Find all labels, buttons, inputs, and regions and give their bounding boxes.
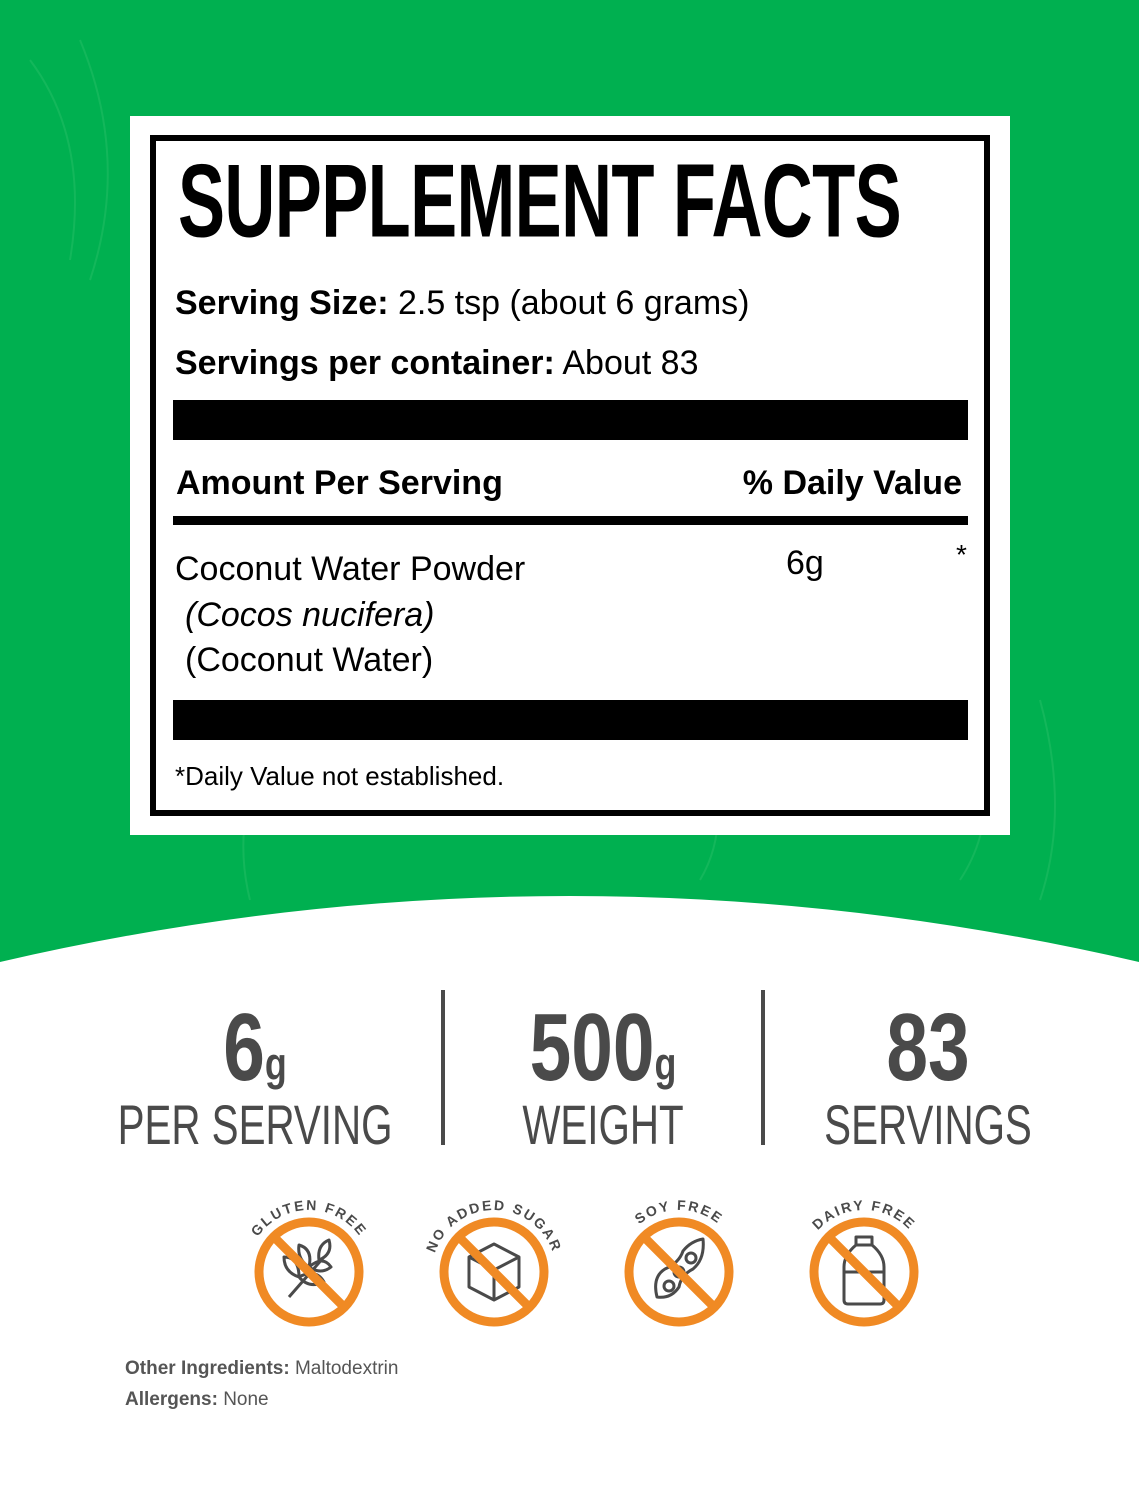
stat-divider [441, 990, 445, 1145]
ingredient-dv: * [956, 539, 967, 570]
badge-label: DAIRY FREE [809, 1197, 919, 1233]
ingredient-name: Coconut Water Powder [175, 550, 526, 588]
prohibited-slash [825, 1233, 903, 1311]
facts-title: SUPPLEMENT FACTS [178, 142, 902, 259]
supplement-facts-panel: SUPPLEMENT FACTS Serving Size: 2.5 tsp (… [130, 116, 1010, 835]
servings-value: About 83 [562, 344, 699, 382]
allergens-value: None [223, 1389, 269, 1410]
divider [173, 516, 968, 525]
other-ingredients-label: Other Ingredients: [125, 1358, 290, 1379]
badge-gluten-free: GLUTEN FREE [247, 1197, 369, 1327]
thick-divider [173, 400, 968, 440]
prohibited-slash [640, 1233, 718, 1311]
stat-value: 500 [529, 994, 655, 1101]
stat-label: PER SERVING [117, 1093, 393, 1156]
servings-per-container: Servings per container: About 83 [175, 343, 698, 383]
prohibited-slash [270, 1233, 348, 1311]
badge-soy-free: SOY FREE [624, 1197, 734, 1327]
ingredient-latin: (Cocos nucifera) [185, 596, 435, 634]
allergens-label: Allergens: [125, 1389, 218, 1410]
servings-label: Servings per container: [175, 344, 555, 382]
other-ingredients: Other Ingredients: Maltodextrin [125, 1358, 398, 1380]
stat-value: 6 [223, 994, 265, 1101]
serving-size-label: Serving Size: [175, 284, 389, 322]
stat-unit: g [654, 1038, 677, 1090]
serving-size-value: 2.5 tsp (about 6 grams) [397, 284, 750, 322]
prohibited-slash [455, 1233, 533, 1311]
stat-unit: g [264, 1038, 287, 1090]
badge-no-added-sugar: NO ADDED SUGAR [423, 1197, 563, 1327]
other-ingredients-value: Maltodextrin [294, 1358, 399, 1379]
prohibited-circle-icon [809, 1217, 919, 1327]
ingredient-amount: 6g [786, 544, 824, 582]
stat-divider [761, 990, 765, 1145]
allergens: Allergens: None [125, 1389, 269, 1411]
prohibited-circle-icon [439, 1217, 549, 1327]
badge-dairy-free: DAIRY FREE [809, 1197, 919, 1327]
stat-value: 83 [886, 994, 970, 1101]
badges: GLUTEN FREE NO ADDED SUGAR SOY FREE DAIR… [247, 1197, 919, 1327]
serving-size: Serving Size: 2.5 tsp (about 6 grams) [175, 283, 749, 323]
prohibited-circle-icon [254, 1217, 364, 1327]
ingredient-part: (Coconut Water) [185, 641, 434, 679]
stat-label: SERVINGS [824, 1093, 1032, 1156]
dv-header: % Daily Value [742, 464, 962, 502]
thick-divider [173, 700, 968, 740]
footnote: *Daily Value not established. [175, 761, 505, 791]
stat-label: WEIGHT [522, 1093, 684, 1156]
amount-header: Amount Per Serving [176, 464, 503, 502]
prohibited-circle-icon [624, 1217, 734, 1327]
